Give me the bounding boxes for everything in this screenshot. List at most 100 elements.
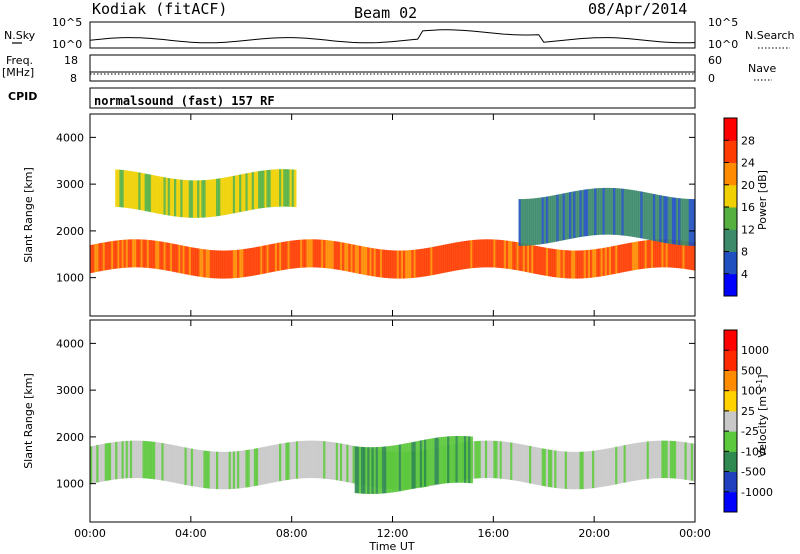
data-cell	[560, 451, 564, 489]
data-cell	[115, 169, 118, 207]
data-cell	[260, 447, 263, 485]
x-tick-label: 00:00	[74, 527, 106, 540]
data-cell	[558, 451, 562, 489]
data-cell	[426, 439, 429, 486]
data-cell	[503, 441, 507, 480]
data-cell	[583, 189, 587, 237]
data-cell	[138, 239, 142, 268]
data-cell	[205, 450, 209, 489]
data-cell	[222, 177, 226, 216]
data-cell	[457, 435, 461, 483]
noise-left-label: N.Sky	[4, 29, 36, 42]
data-cell	[550, 449, 553, 488]
data-cell	[388, 446, 391, 493]
velocity-colorbar-label-close: ]	[756, 374, 769, 378]
colorbar-tick-label: 4	[741, 268, 748, 281]
data-cell	[594, 188, 597, 236]
data-cell	[165, 177, 169, 216]
data-cell	[211, 451, 215, 489]
data-cell	[262, 446, 265, 485]
data-cell	[266, 244, 270, 273]
data-cell	[346, 444, 349, 483]
data-cell	[369, 447, 373, 494]
data-cell	[117, 240, 121, 269]
data-cell	[186, 447, 190, 486]
data-cell	[323, 441, 326, 479]
data-cell	[585, 189, 589, 237]
data-cell	[650, 441, 654, 479]
data-cell	[167, 444, 171, 482]
data-cell	[218, 451, 221, 490]
data-cell	[686, 241, 690, 270]
data-cell	[413, 249, 417, 278]
data-cell	[192, 449, 196, 487]
data-cell	[409, 442, 413, 490]
data-cell	[291, 240, 295, 269]
data-cell	[682, 240, 686, 269]
colorbar-frame	[723, 329, 738, 513]
data-cell	[547, 196, 551, 243]
data-cell	[661, 195, 665, 243]
data-cell	[560, 193, 564, 241]
data-cell	[316, 440, 320, 479]
data-cell	[302, 440, 305, 479]
data-cell	[531, 198, 534, 246]
data-cell	[98, 444, 102, 482]
data-cell	[186, 246, 190, 275]
data-cell	[619, 244, 623, 273]
data-cell	[495, 440, 499, 479]
data-cell	[344, 243, 347, 272]
data-cell	[186, 180, 190, 218]
data-cell	[602, 247, 606, 276]
data-cell	[657, 440, 660, 479]
data-cell	[627, 189, 631, 237]
data-cell	[514, 443, 518, 481]
y-tick-label: 4000	[56, 131, 84, 144]
data-cell	[375, 447, 379, 494]
data-cell	[314, 440, 318, 479]
data-cell	[94, 445, 97, 483]
data-cell	[663, 440, 667, 479]
data-cell	[230, 451, 234, 489]
data-cell	[627, 444, 631, 482]
data-cell	[629, 242, 633, 271]
data-cell	[102, 443, 106, 482]
data-cell	[102, 242, 106, 271]
data-cell	[508, 442, 511, 480]
data-cell	[480, 239, 484, 268]
data-cell	[665, 239, 669, 268]
cpid-panel: CPID normalsound (fast) 157 RF	[8, 87, 696, 109]
data-cell	[104, 242, 108, 271]
data-cell	[218, 178, 221, 216]
data-cell	[237, 174, 240, 213]
data-cell	[205, 179, 209, 218]
data-cell	[545, 449, 549, 487]
data-cell	[428, 438, 431, 486]
data-cell	[512, 442, 515, 481]
y-tick-label: 1000	[56, 478, 84, 491]
data-cell	[676, 240, 679, 269]
velocity-data	[90, 435, 696, 494]
data-cell	[249, 172, 253, 210]
data-cell	[251, 448, 255, 487]
colorbar-segment	[724, 471, 737, 493]
data-cell	[680, 198, 683, 246]
data-cell	[266, 170, 270, 208]
x-tick-label: 20:00	[578, 527, 610, 540]
data-cell	[245, 450, 249, 488]
data-cell	[184, 180, 188, 218]
data-cell	[358, 245, 362, 274]
data-cell	[266, 446, 270, 484]
data-cell	[184, 447, 188, 485]
data-cell	[676, 198, 679, 245]
data-cell	[157, 176, 160, 214]
data-cell	[629, 189, 633, 237]
data-cell	[167, 178, 171, 216]
data-cell	[455, 435, 459, 483]
data-cell	[285, 169, 289, 207]
colorbar-tick-label: -25	[741, 425, 759, 438]
data-cell	[543, 247, 547, 276]
data-cell	[608, 448, 612, 486]
data-cell	[659, 440, 662, 479]
data-cell	[237, 451, 240, 489]
